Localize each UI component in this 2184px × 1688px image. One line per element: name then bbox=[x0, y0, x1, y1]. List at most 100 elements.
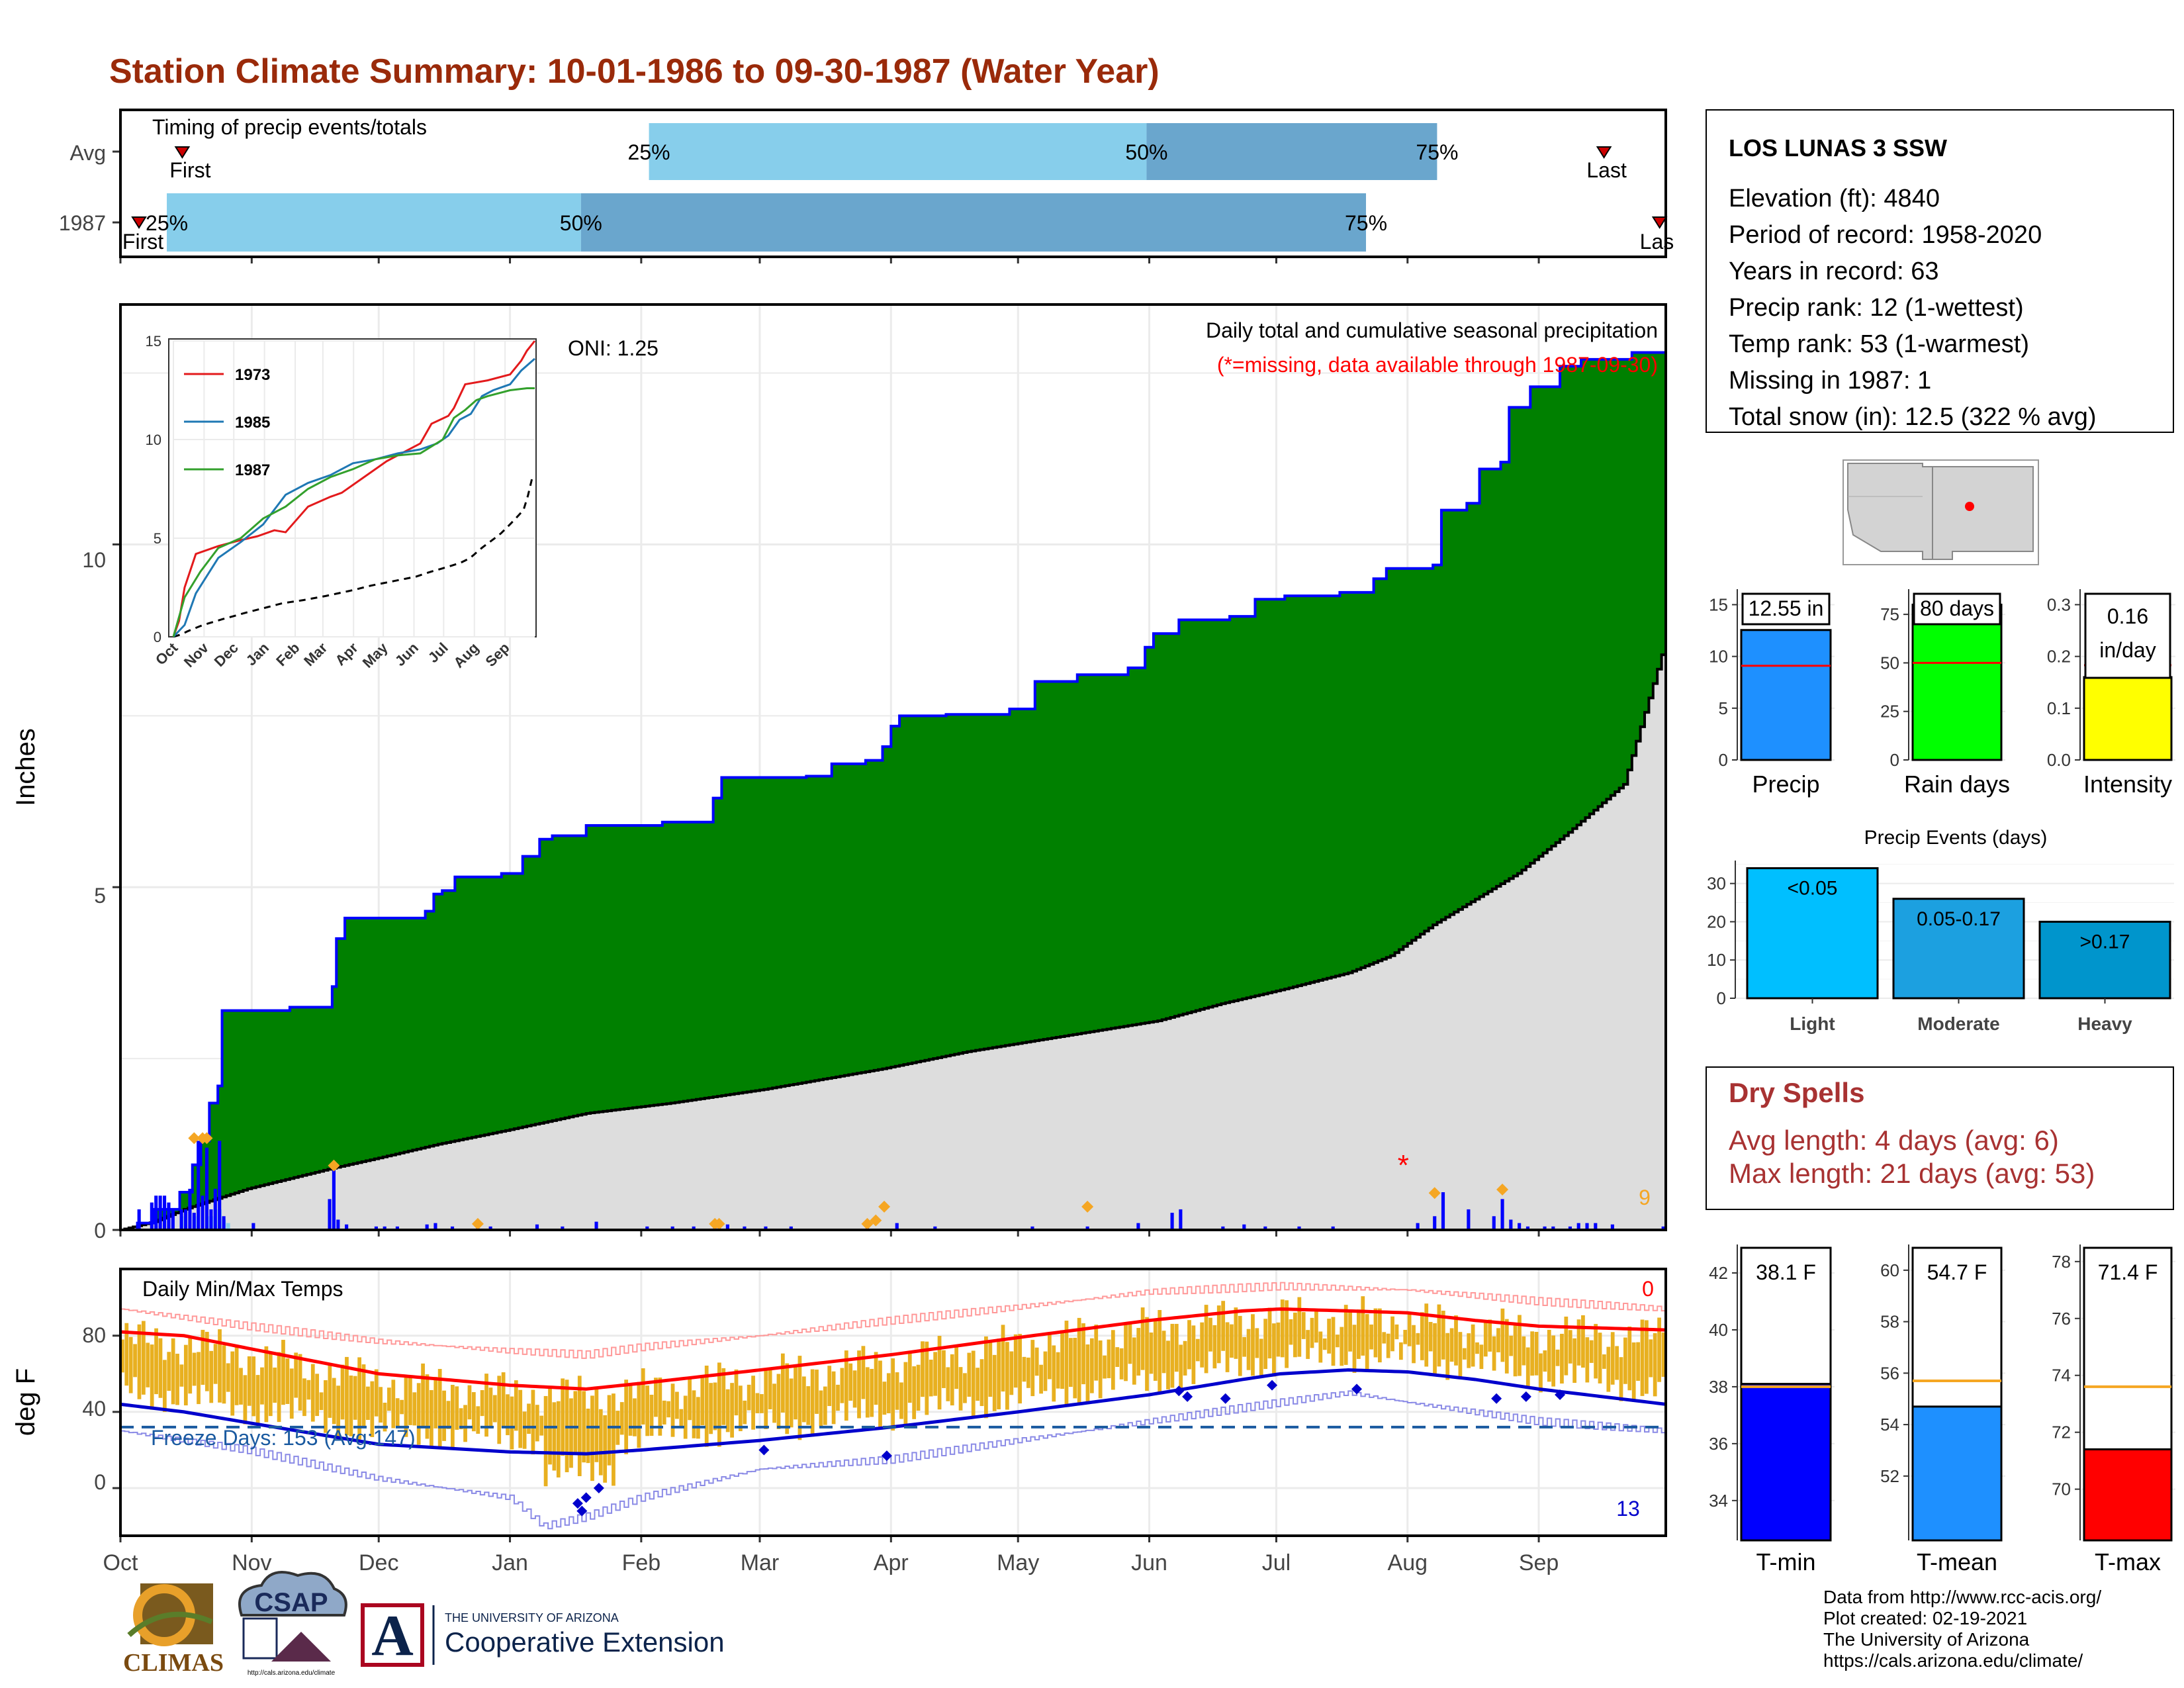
daily-temp-bar bbox=[328, 1364, 332, 1418]
daily-precip-bar bbox=[1263, 1226, 1267, 1230]
daily-temp-bar bbox=[167, 1352, 171, 1391]
daily-precip-bar bbox=[1543, 1226, 1547, 1230]
timing-bar-q2-1 bbox=[580, 193, 1367, 252]
daily-temp-bar bbox=[1124, 1325, 1128, 1382]
inset-xtick-label: Jul bbox=[425, 639, 451, 666]
daily-temp-bar bbox=[1449, 1328, 1454, 1362]
daily-temp-bar bbox=[1119, 1348, 1124, 1380]
daily-temp-bar bbox=[1454, 1315, 1458, 1366]
daily-temp-bar bbox=[1377, 1308, 1382, 1363]
temp-summary-ytick-label: 40 bbox=[1709, 1320, 1728, 1340]
daily-precip-bar bbox=[789, 1226, 793, 1230]
daily-temp-bar bbox=[895, 1372, 899, 1410]
daily-temp-bar bbox=[1336, 1335, 1340, 1348]
summary-bar-Precip bbox=[1740, 629, 1832, 761]
daily-temp-bar bbox=[1445, 1333, 1450, 1380]
daily-temp-bar bbox=[1293, 1312, 1297, 1358]
events-ytick-label: 20 bbox=[1707, 912, 1726, 931]
daily-temp-bar bbox=[1170, 1323, 1175, 1388]
summary-ytick-label: 0.3 bbox=[2047, 594, 2071, 614]
daily-temp-bar bbox=[467, 1385, 472, 1420]
daily-temp-bar bbox=[1001, 1325, 1005, 1392]
credit-university: The University of Arizona bbox=[1823, 1629, 2030, 1650]
climas-logo: CLIMAS bbox=[123, 1583, 224, 1677]
daily-temp-bar bbox=[370, 1381, 375, 1437]
daily-precip-bar bbox=[395, 1226, 399, 1230]
daily-temp-bar bbox=[1242, 1336, 1247, 1357]
daily-temp-bar bbox=[743, 1400, 747, 1425]
timing-first-label-0: First bbox=[169, 158, 210, 182]
daily-temp-bar bbox=[954, 1346, 959, 1389]
station-snow: Total snow (in): 12.5 (322 % avg) bbox=[1729, 403, 2097, 431]
daily-temp-bar bbox=[1128, 1321, 1132, 1364]
month-label-Aug: Aug bbox=[1388, 1550, 1428, 1575]
station-precip-rank: Precip rank: 12 (1-wettest) bbox=[1729, 294, 2024, 322]
timing-row-1987-label: 1987 bbox=[59, 211, 106, 235]
temp-count-top: 0 bbox=[1642, 1277, 1654, 1301]
precip-event-marker bbox=[188, 1132, 201, 1145]
inset-ytick-label: 0 bbox=[154, 629, 161, 645]
inset-series-1973 bbox=[172, 340, 536, 637]
daily-precip-bar bbox=[895, 1223, 899, 1230]
timing-bars bbox=[113, 123, 1540, 263]
daily-temp-bar bbox=[751, 1376, 755, 1430]
daily-temp-bar bbox=[234, 1346, 239, 1405]
daily-temp-bar bbox=[1610, 1332, 1615, 1385]
inset-legend-label-1973: 1973 bbox=[235, 366, 270, 384]
daily-temp-bar bbox=[785, 1363, 790, 1434]
timing-labels: 25% 50% 75% First Last 25% 50% 75% First Las bbox=[122, 140, 1674, 254]
daily-temp-bar bbox=[133, 1344, 137, 1378]
daily-precip-bar bbox=[222, 1216, 226, 1230]
daily-temp-bar bbox=[670, 1383, 675, 1437]
inset-legend: 1973 1985 1987 bbox=[184, 366, 270, 479]
csap-cloud bbox=[238, 1571, 347, 1617]
timing-label-25-1: 25% bbox=[146, 211, 188, 235]
daily-temp-bar bbox=[1343, 1305, 1348, 1365]
daily-temp-bar bbox=[433, 1377, 438, 1429]
daily-temp-bar bbox=[649, 1394, 654, 1436]
daily-precip-bar bbox=[328, 1199, 332, 1230]
cold-day-marker bbox=[1351, 1383, 1362, 1395]
daily-temp-bar bbox=[806, 1386, 811, 1425]
daily-temp-bar bbox=[683, 1395, 688, 1439]
daily-precip-bar bbox=[1576, 1223, 1580, 1230]
daily-temp-bar bbox=[1030, 1340, 1035, 1397]
daily-precip-bar bbox=[218, 1141, 222, 1230]
daily-temp-bar bbox=[717, 1362, 721, 1447]
daily-precip-bar bbox=[1242, 1224, 1246, 1230]
timing-label-25-0: 25% bbox=[628, 140, 670, 164]
daily-temp-bar bbox=[146, 1342, 150, 1387]
precip-event-marker bbox=[870, 1214, 882, 1227]
daily-temp-bar bbox=[543, 1395, 548, 1487]
daily-temp-bar bbox=[1149, 1332, 1154, 1374]
month-label-Nov: Nov bbox=[232, 1550, 271, 1575]
station-elevation: Elevation (ft): 4840 bbox=[1729, 185, 1940, 212]
daily-temp-bar bbox=[1280, 1299, 1285, 1358]
daily-precip-bar bbox=[594, 1221, 598, 1230]
events-category-Light: Light bbox=[1790, 1013, 1835, 1034]
cold-day-marker bbox=[1555, 1389, 1566, 1400]
month-label-Sep: Sep bbox=[1519, 1550, 1559, 1575]
daily-temp-bar bbox=[277, 1352, 281, 1423]
daily-temp-bar bbox=[324, 1380, 328, 1433]
oni-value: ONI: 1.25 bbox=[568, 336, 659, 360]
temp-summary-label-T-max: T-max bbox=[2095, 1548, 2161, 1575]
daily-temp-bar bbox=[709, 1383, 713, 1434]
inset-series-1987 bbox=[172, 387, 535, 637]
record-min-line bbox=[120, 1390, 1666, 1530]
daily-temp-bar bbox=[870, 1368, 874, 1417]
daily-temp-bar bbox=[1077, 1317, 1081, 1404]
daily-temp-bar bbox=[886, 1373, 891, 1413]
daily-temp-bar bbox=[527, 1403, 531, 1434]
daily-temp-bar bbox=[1043, 1351, 1048, 1391]
daily-temp-bar bbox=[150, 1344, 154, 1410]
events-category-Moderate: Moderate bbox=[1917, 1013, 1999, 1034]
inset-xtick-label: Feb bbox=[273, 639, 302, 669]
daily-precip-bar bbox=[1492, 1216, 1496, 1230]
daily-temp-bar bbox=[1068, 1338, 1073, 1387]
map-state-outline bbox=[1847, 463, 2034, 560]
daily-precip-bar bbox=[725, 1224, 729, 1230]
daily-temp-bar bbox=[1581, 1315, 1585, 1368]
daily-temp-bar bbox=[319, 1392, 324, 1411]
